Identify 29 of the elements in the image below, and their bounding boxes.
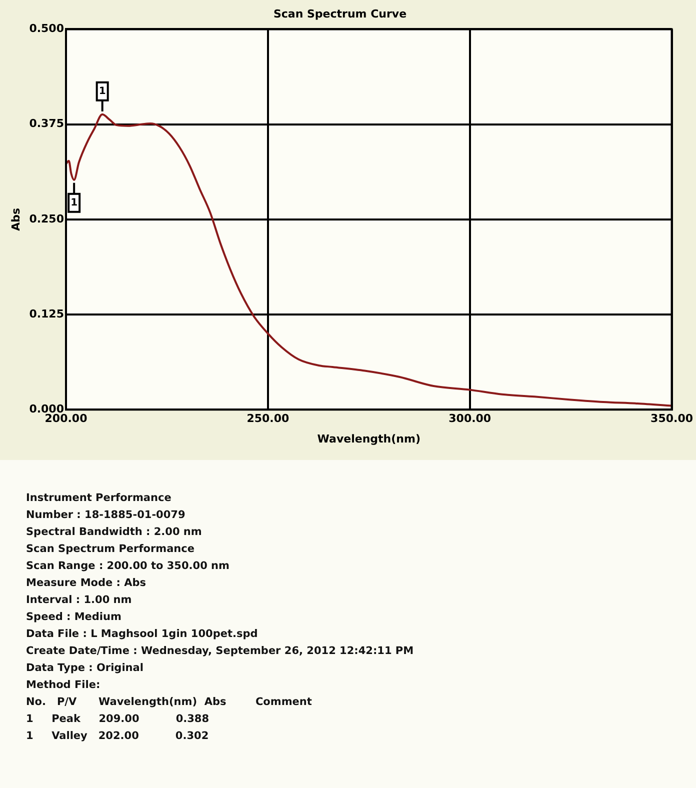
y-axis-title: Abs (9, 207, 22, 231)
text: Scan Spectrum Performance (26, 542, 196, 557)
annotation: 1 (98, 86, 106, 98)
y-tick-label: 0.375 (29, 117, 64, 130)
text: Instrument Performance (26, 491, 172, 506)
y-tick-label: 0.125 (29, 307, 64, 320)
text: Number : 18-1885-01-0079 (26, 508, 186, 523)
text: Interval : 1.00 nm (26, 593, 133, 608)
x-axis-title: Wavelength(nm) (317, 432, 420, 446)
x-tick-label: 300.00 (448, 412, 492, 426)
y-tick-label: 0.250 (29, 212, 64, 226)
chart-title: Scan Spectrum Curve (273, 7, 407, 20)
text: Create Date/Time : Wednesday, September 26, 2012 12:42:11 PM (26, 644, 415, 659)
x-tick-label: 250.00 (246, 412, 290, 426)
annotation: 1 (70, 197, 78, 208)
x-tick-label: 200.00 (44, 412, 88, 426)
text: Data File : L Maghsool 1gin 100pet.spd (26, 627, 259, 642)
line-series (66, 113, 672, 407)
text: 1 Valley 202.00 0.302 (26, 729, 210, 744)
y-tick-label: 0.500 (29, 22, 64, 36)
text: Measure Mode : Abs (26, 576, 148, 591)
text: Speed : Medium (26, 610, 122, 625)
text: Scan Range : 200.00 to 350.00 nm (26, 559, 230, 574)
text: 1 Peak 209.00 0.388 (26, 712, 210, 727)
text: Data Type : Original (26, 661, 144, 676)
text: Method File: (26, 678, 102, 693)
x-tick-label: 350.00 (650, 412, 694, 426)
text: No. P/V Wavelength(nm) Abs Comment (26, 695, 313, 710)
text: Spectral Bandwidth : 2.00 nm (26, 525, 203, 540)
